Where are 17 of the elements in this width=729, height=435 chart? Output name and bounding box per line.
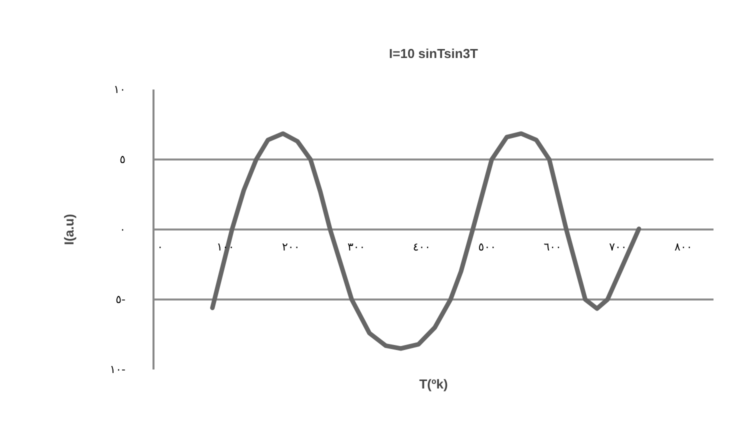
x-tick-label: ٠ bbox=[157, 240, 164, 254]
chart-title: I=10 sinTsin3T bbox=[389, 46, 478, 61]
x-tick-label: ٧٠٠ bbox=[609, 240, 627, 254]
x-axis-title: T(ºk) bbox=[419, 376, 448, 392]
x-tick-label: ٣٠٠ bbox=[347, 240, 366, 254]
x-tick-label: ٦٠٠ bbox=[544, 240, 562, 254]
x-tick-label: ٨٠٠ bbox=[674, 240, 692, 254]
y-axis-title: I(a.u) bbox=[62, 214, 77, 246]
y-tick-label: ١٠ bbox=[114, 83, 126, 96]
y-tick-label: ٥- bbox=[116, 293, 126, 306]
x-tick-label: ٢٠٠ bbox=[282, 240, 300, 254]
y-tick-label: ١٠- bbox=[110, 363, 126, 376]
line-series bbox=[210, 131, 642, 351]
y-tick-label: ٠ bbox=[120, 223, 126, 236]
x-tick-label: ٥٠٠ bbox=[478, 240, 496, 254]
y-tick-label: ٥ bbox=[120, 153, 126, 166]
x-tick-label: ٤٠٠ bbox=[412, 240, 431, 254]
